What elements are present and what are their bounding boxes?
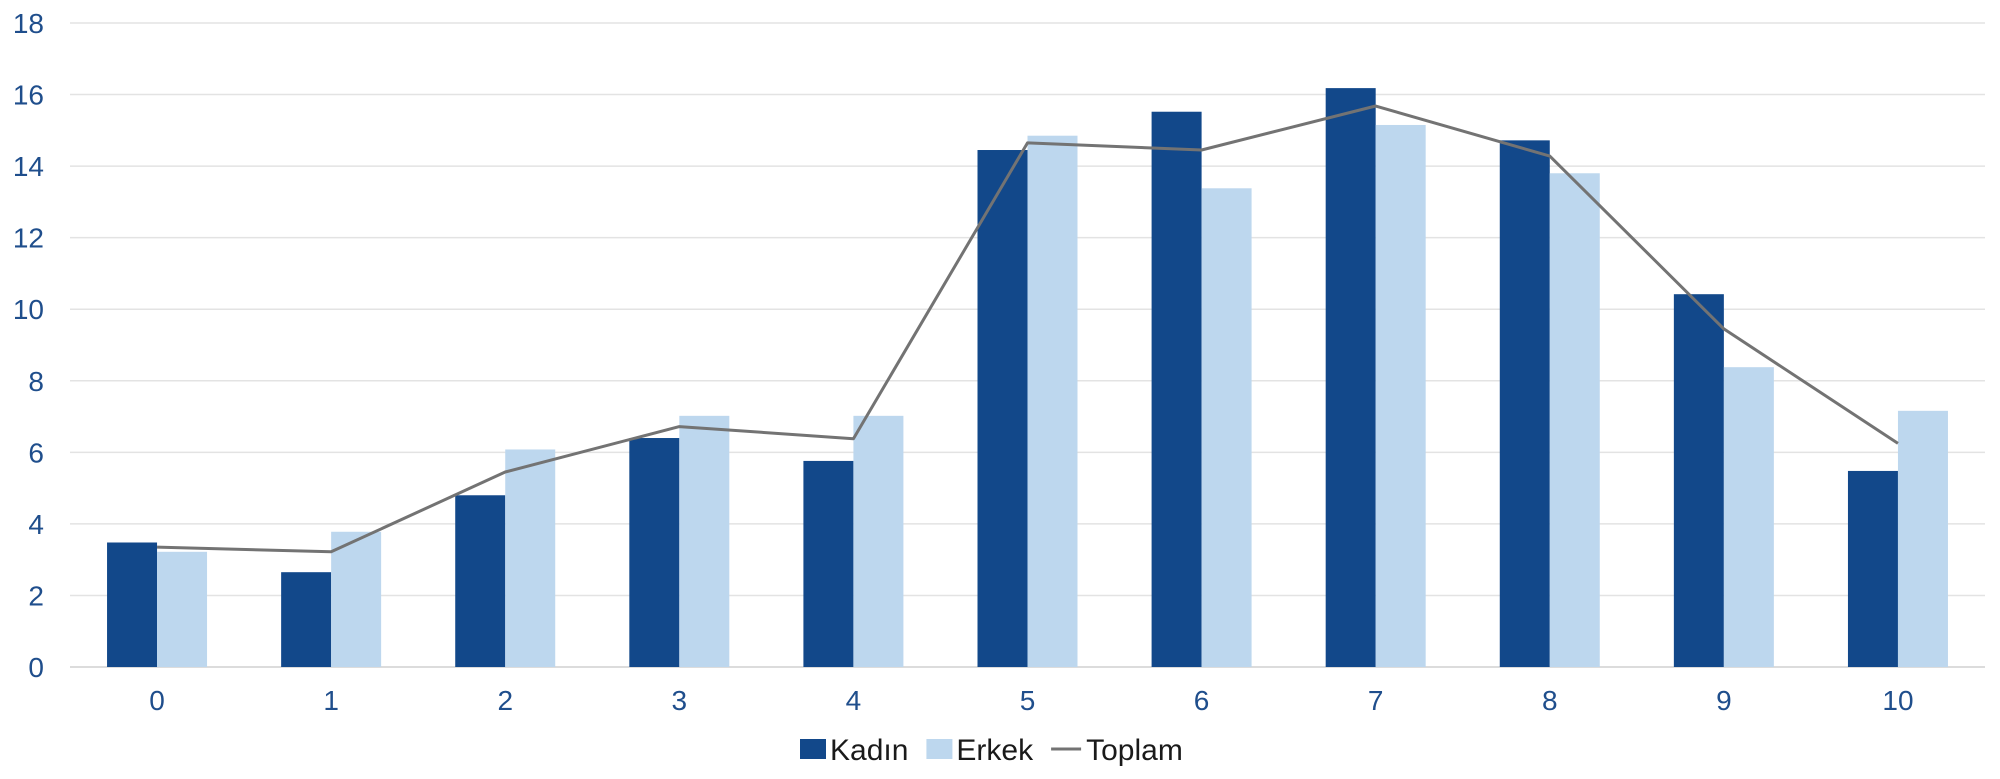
y-tick-label: 18 — [13, 8, 44, 39]
x-tick-label: 6 — [1194, 685, 1210, 716]
bar-kadn — [977, 150, 1028, 667]
bar-kadn — [1847, 470, 1898, 667]
x-tick-label: 2 — [497, 685, 513, 716]
bar-erkek — [331, 531, 382, 667]
x-tick-label: 4 — [846, 685, 862, 716]
bar-erkek — [853, 415, 904, 667]
y-tick-label: 0 — [28, 652, 44, 683]
legend-label: Erkek — [956, 734, 1034, 767]
y-tick-label: 12 — [13, 223, 44, 254]
x-tick-label: 9 — [1716, 685, 1732, 716]
y-tick-label: 8 — [28, 366, 44, 397]
bars — [107, 88, 1948, 668]
x-axis-tick-labels: 0 1 2 3 4 5 6 7 8 9 10 — [149, 685, 1913, 716]
legend-swatch — [800, 739, 826, 759]
bar-erkek — [1723, 367, 1774, 667]
x-tick-label: 0 — [149, 685, 165, 716]
legend-label: Kadın — [830, 734, 908, 767]
bar-kadn — [1499, 140, 1550, 668]
y-tick-label: 14 — [13, 151, 44, 182]
bar-kadn — [1673, 294, 1724, 667]
legend-label: Toplam — [1086, 734, 1183, 767]
x-tick-label: 5 — [1020, 685, 1036, 716]
legend: Kadın Erkek Toplam — [800, 734, 1183, 767]
x-tick-label: 10 — [1882, 685, 1913, 716]
bar-kadn — [1151, 111, 1202, 668]
bar-erkek — [1549, 173, 1600, 667]
bar-erkek — [1027, 135, 1078, 667]
bar-kadn — [455, 495, 506, 667]
bar-kadn — [629, 438, 680, 667]
bar-erkek — [1897, 410, 1948, 667]
x-tick-label: 8 — [1542, 685, 1558, 716]
y-tick-label: 2 — [28, 580, 44, 611]
y-tick-label: 10 — [13, 294, 44, 325]
bar-kadn — [281, 572, 332, 667]
bar-erkek — [157, 551, 208, 667]
bar-erkek — [679, 415, 730, 667]
line-toplam — [157, 104, 1899, 554]
bar-kadn — [107, 542, 158, 667]
y-tick-label: 16 — [13, 80, 44, 111]
bar-erkek — [505, 449, 556, 667]
x-tick-label: 7 — [1368, 685, 1384, 716]
legend-swatch — [926, 739, 953, 759]
bar-kadn — [803, 460, 854, 667]
y-tick-label: 6 — [28, 437, 44, 468]
y-axis-tick-labels: 0 2 4 6 8 10 12 14 16 18 — [13, 8, 44, 683]
bar-erkek — [1375, 124, 1426, 667]
y-tick-label: 4 — [28, 509, 44, 540]
x-tick-label: 3 — [672, 685, 688, 716]
bar-kadn — [1325, 88, 1376, 668]
total-line — [157, 104, 1899, 554]
bar-erkek — [1201, 188, 1252, 667]
x-tick-label: 1 — [323, 685, 339, 716]
